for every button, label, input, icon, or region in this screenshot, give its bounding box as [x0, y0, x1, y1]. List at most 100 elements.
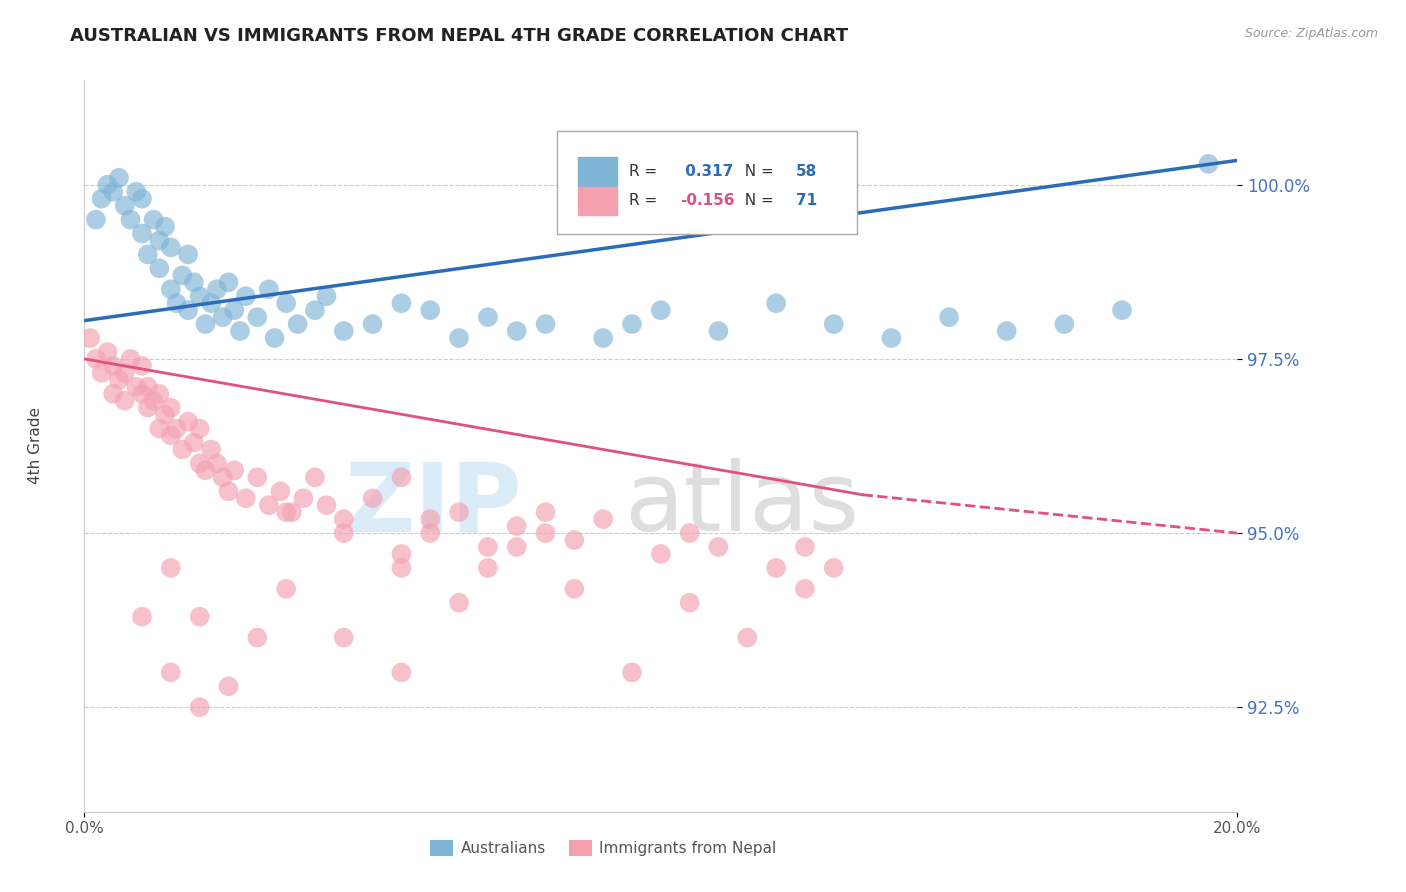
Point [263, 331, 285, 345]
Point [419, 526, 441, 541]
Point [108, 373, 131, 387]
Point [108, 170, 131, 185]
Point [304, 303, 326, 318]
Point [103, 386, 124, 401]
Point [131, 359, 153, 373]
Point [114, 199, 136, 213]
Text: 4th Grade: 4th Grade [28, 408, 42, 484]
Text: -0.156: -0.156 [681, 194, 735, 209]
Point [679, 596, 702, 610]
Point [449, 505, 471, 519]
Point [650, 547, 672, 561]
Point [177, 303, 200, 318]
Point [136, 247, 159, 261]
Point [229, 324, 252, 338]
Point [142, 393, 165, 408]
Point [679, 526, 702, 541]
Point [160, 665, 183, 680]
Point [534, 526, 557, 541]
Point [125, 185, 148, 199]
Point [131, 386, 153, 401]
Point [281, 505, 304, 519]
Legend: Australians, Immigrants from Nepal: Australians, Immigrants from Nepal [423, 834, 783, 863]
Point [333, 324, 356, 338]
Point [166, 421, 188, 435]
Point [477, 561, 499, 575]
Point [90, 366, 112, 380]
Point [183, 275, 205, 289]
Point [794, 540, 817, 554]
Point [391, 547, 413, 561]
Point [84, 351, 107, 366]
FancyBboxPatch shape [557, 131, 856, 234]
Point [194, 317, 217, 331]
Text: N =: N = [734, 164, 779, 179]
Point [391, 470, 413, 484]
Point [188, 609, 211, 624]
Point [391, 561, 413, 575]
Point [131, 192, 153, 206]
Point [160, 401, 183, 415]
Point [235, 491, 257, 506]
Point [564, 533, 586, 547]
Point [333, 631, 356, 645]
Point [224, 463, 246, 477]
Point [136, 401, 159, 415]
Point [592, 512, 614, 526]
Point [79, 331, 101, 345]
Point [136, 380, 159, 394]
Point [880, 331, 903, 345]
Point [361, 491, 384, 506]
FancyBboxPatch shape [578, 158, 617, 186]
Point [315, 498, 337, 512]
Text: R =: R = [628, 194, 662, 209]
Point [96, 345, 118, 359]
Point [246, 631, 269, 645]
Point [1111, 303, 1133, 318]
Point [160, 428, 183, 442]
Point [287, 317, 309, 331]
Point [995, 324, 1018, 338]
Point [200, 442, 222, 457]
Point [449, 596, 471, 610]
Point [257, 282, 280, 296]
Point [391, 665, 413, 680]
Point [650, 303, 672, 318]
Point [449, 331, 471, 345]
Point [276, 505, 298, 519]
Point [506, 519, 529, 533]
Point [246, 470, 269, 484]
Point [823, 561, 845, 575]
Text: AUSTRALIAN VS IMMIGRANTS FROM NEPAL 4TH GRADE CORRELATION CHART: AUSTRALIAN VS IMMIGRANTS FROM NEPAL 4TH … [70, 27, 848, 45]
Text: R =: R = [628, 164, 662, 179]
Point [194, 463, 217, 477]
Point [419, 512, 441, 526]
Point [361, 317, 384, 331]
Point [172, 268, 194, 283]
Point [148, 421, 170, 435]
Point [333, 526, 356, 541]
Text: 0.317: 0.317 [681, 164, 734, 179]
Point [103, 359, 124, 373]
Point [938, 310, 960, 325]
Point [269, 484, 291, 499]
Point [172, 442, 194, 457]
Point [823, 317, 845, 331]
Point [737, 631, 759, 645]
Point [103, 185, 124, 199]
Point [477, 540, 499, 554]
Point [592, 331, 614, 345]
Point [148, 386, 170, 401]
Point [224, 303, 246, 318]
Text: Source: ZipAtlas.com: Source: ZipAtlas.com [1244, 27, 1378, 40]
Point [160, 282, 183, 296]
Point [218, 679, 240, 693]
Point [1198, 157, 1220, 171]
Point [84, 212, 107, 227]
Point [90, 192, 112, 206]
Point [218, 484, 240, 499]
Point [246, 310, 269, 325]
Point [765, 296, 787, 310]
Point [142, 212, 165, 227]
Point [131, 609, 153, 624]
